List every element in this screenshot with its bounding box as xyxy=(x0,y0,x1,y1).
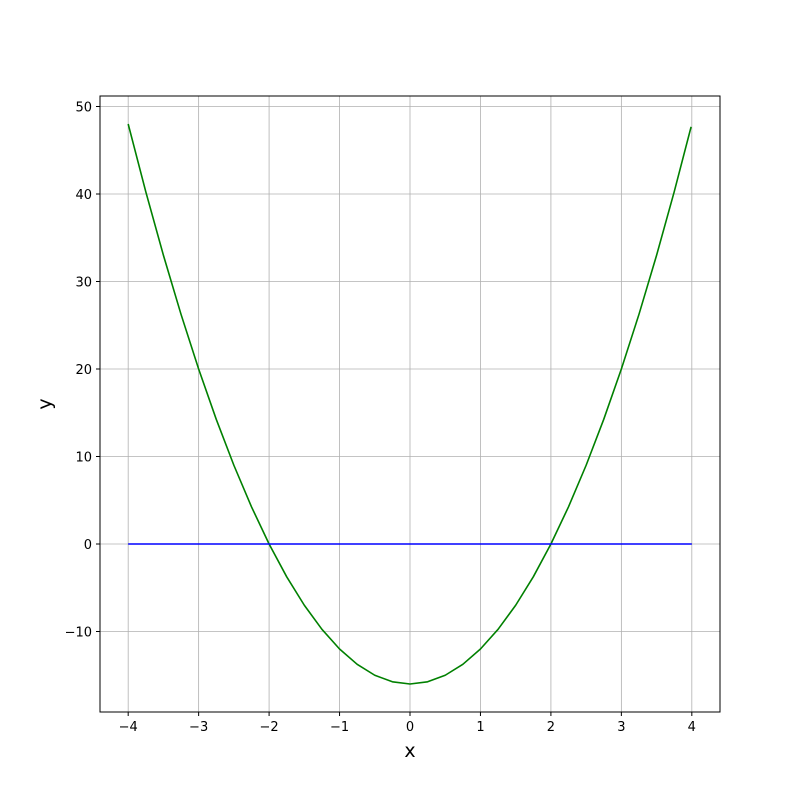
y-tick-label: 40 xyxy=(75,188,92,203)
y-tick-label: 10 xyxy=(75,451,92,466)
series-lines xyxy=(127,123,692,685)
y-axis-label: y xyxy=(34,398,56,409)
x-axis-label: x xyxy=(404,740,415,762)
y-tick-label: 30 xyxy=(75,276,92,291)
x-tick-label: 4 xyxy=(688,720,696,735)
y-tick-label: −10 xyxy=(65,626,92,641)
series-line-0 xyxy=(127,123,692,685)
x-tick-label: 2 xyxy=(547,720,555,735)
y-tick-label: 0 xyxy=(84,538,92,553)
y-tick-label: 20 xyxy=(75,363,92,378)
x-tick-label: 0 xyxy=(406,720,414,735)
x-tick-label: 1 xyxy=(476,720,484,735)
x-tick-label: −3 xyxy=(189,720,208,735)
y-tick-label: 50 xyxy=(75,101,92,116)
x-tick-label: −4 xyxy=(119,720,138,735)
x-tick-label: −1 xyxy=(330,720,349,735)
x-tick-label: 3 xyxy=(617,720,625,735)
x-tick-label: −2 xyxy=(260,720,279,735)
grid xyxy=(100,96,720,712)
